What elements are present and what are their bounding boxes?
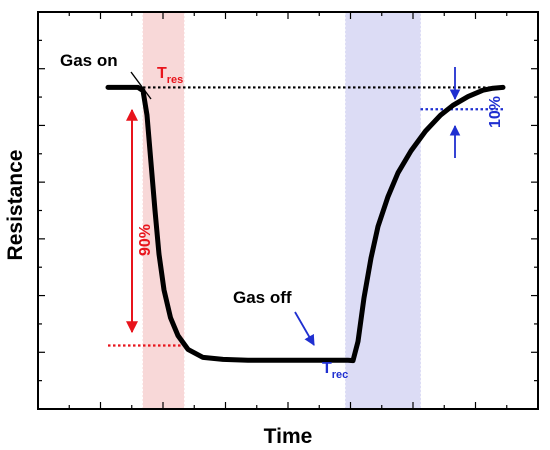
t-rec-sub: rec [332,369,349,381]
gas-on-pointer [130,71,152,100]
t-res-main: T [157,65,167,82]
resistance-curve [105,84,506,364]
t-rec-main: T [322,360,332,377]
x-axis-label: Time [264,425,313,448]
ninety-percent-label: 90% [137,224,154,256]
t-res-sub: res [167,74,184,86]
t-rec-label: Trec [322,360,348,381]
ten-percent-label: 10% [487,96,504,128]
t-res-label: Tres [157,65,183,86]
gas-off-label: Gas off [233,288,292,307]
y-axis-label: Resistance [4,150,27,261]
plot-frame [37,11,539,410]
gas-off-arrow [294,311,315,346]
gas-on-label: Gas on [60,51,118,70]
